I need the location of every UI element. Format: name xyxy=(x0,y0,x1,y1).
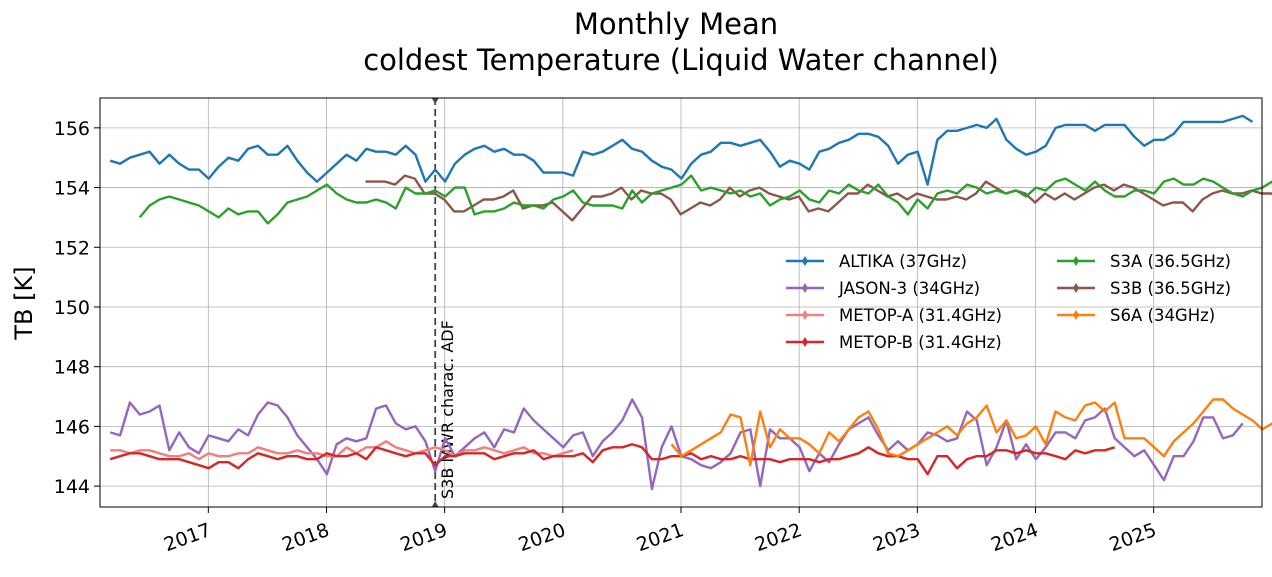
x-tick-label: 2017 xyxy=(161,519,214,556)
legend-label: S3A (36.5GHz) xyxy=(1110,252,1231,271)
legend-marker xyxy=(1073,256,1079,266)
series-line xyxy=(366,176,1272,221)
legend-item: S3A (36.5GHz) xyxy=(1057,252,1231,271)
x-tick-label: 2020 xyxy=(516,519,569,556)
legend-item: ALTIKA (37GHz) xyxy=(786,252,967,271)
legend-marker xyxy=(802,310,808,320)
legend-item: METOP-A (31.4GHz) xyxy=(786,306,1002,325)
legend-label: S3B (36.5GHz) xyxy=(1110,279,1231,298)
legend-marker xyxy=(802,337,808,347)
y-tick-label: 146 xyxy=(54,416,90,438)
grid xyxy=(100,98,1262,507)
y-tick-label: 156 xyxy=(54,118,90,140)
vline-label: S3B MWR charac. ADF xyxy=(438,320,457,499)
x-tick-label: 2025 xyxy=(1106,519,1159,556)
legend-label: JASON-3 (34GHz) xyxy=(838,279,980,298)
y-tick-label: 144 xyxy=(54,476,90,498)
legend-marker xyxy=(1073,283,1079,293)
y-axis-label: TB [K] xyxy=(10,266,38,340)
x-tick-label: 2019 xyxy=(397,519,450,556)
legend-label: S6A (34GHz) xyxy=(1110,306,1215,325)
legend-marker xyxy=(802,256,808,266)
series-line xyxy=(110,400,1243,490)
y-tick-label: 148 xyxy=(54,357,90,379)
legend-item: METOP-B (31.4GHz) xyxy=(786,333,1002,352)
legend-item: S6A (34GHz) xyxy=(1057,306,1215,325)
legend-marker xyxy=(1073,310,1079,320)
vline-bottom-marker xyxy=(432,501,439,507)
y-tick-label: 154 xyxy=(54,178,90,200)
legend-item: S3B (36.5GHz) xyxy=(1057,279,1231,298)
legend: ALTIKA (37GHz) JASON-3 (34GHz) METOP-A (31… xyxy=(786,252,1231,352)
legend-marker xyxy=(802,283,808,293)
series-line xyxy=(140,176,1272,224)
chart-title-line1: Monthly Mean xyxy=(574,7,778,41)
x-tick-label: 2021 xyxy=(634,519,687,556)
x-tick-label: 2024 xyxy=(988,519,1041,556)
legend-item: JASON-3 (34GHz) xyxy=(786,279,980,298)
vline-top-marker xyxy=(432,98,439,104)
x-tick-label: 2023 xyxy=(870,519,923,556)
chart-title-line2: coldest Temperature (Liquid Water channe… xyxy=(363,43,999,77)
x-tick-label: 2018 xyxy=(279,519,332,556)
legend-label: ALTIKA (37GHz) xyxy=(839,252,967,271)
legend-label: METOP-B (31.4GHz) xyxy=(839,333,1002,352)
legend-label: METOP-A (31.4GHz) xyxy=(839,306,1002,325)
y-tick-label: 150 xyxy=(54,297,90,319)
y-tick-label: 152 xyxy=(54,237,90,259)
x-tick-label: 2022 xyxy=(752,519,805,556)
